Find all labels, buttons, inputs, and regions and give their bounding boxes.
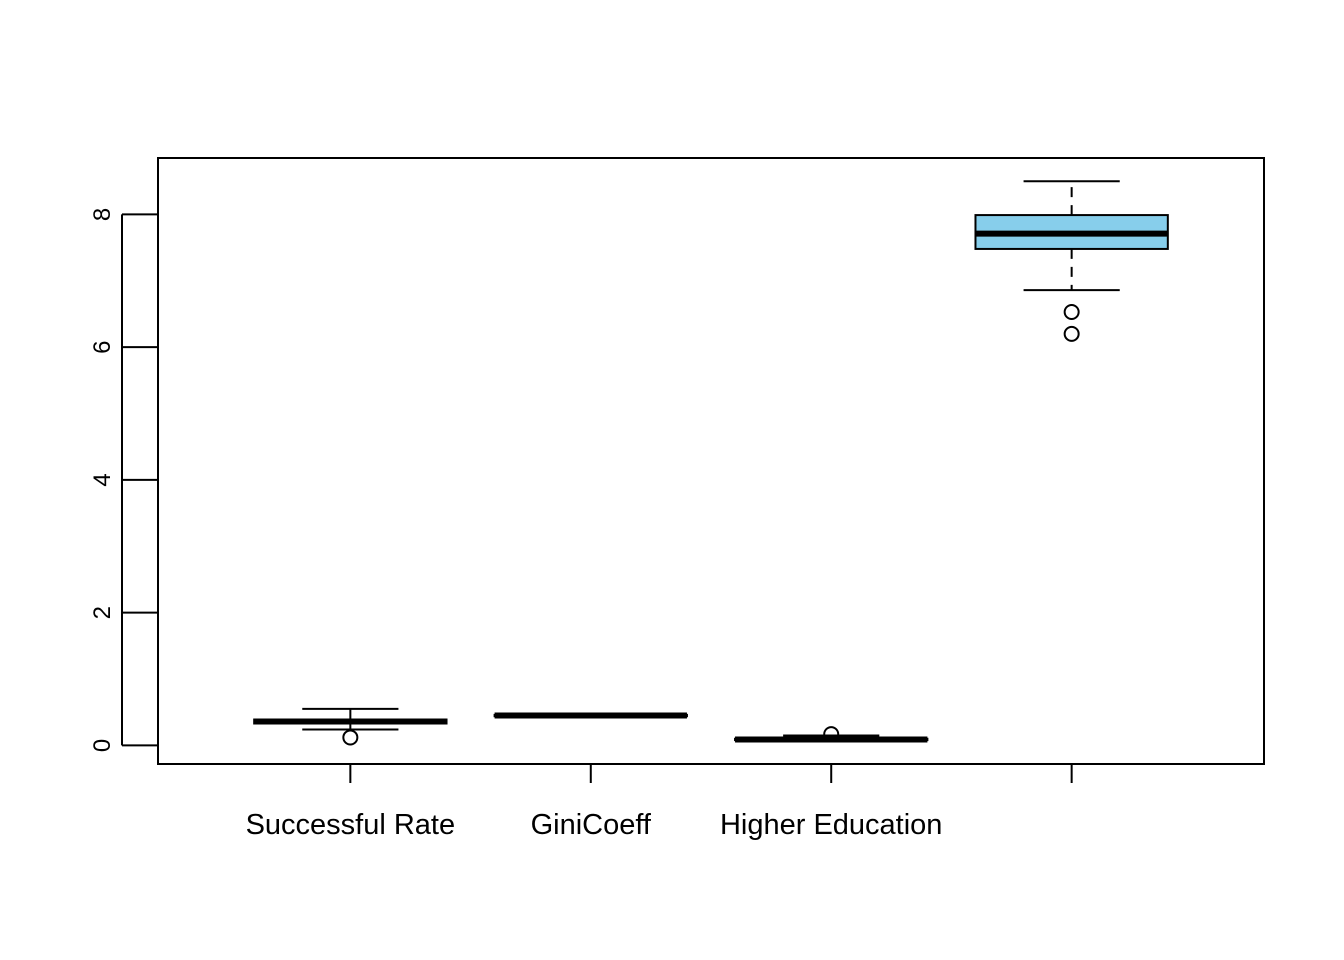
outlier-point	[342, 729, 359, 746]
x-axis: Successful Rate GiniCoeff Higher Education	[246, 764, 1073, 841]
box-group	[253, 707, 448, 746]
box-group	[734, 726, 929, 743]
y-tick-label: 8	[89, 208, 116, 221]
x-category-label: GiniCoeff	[531, 809, 652, 841]
y-tick-label: 0	[89, 739, 116, 752]
y-axis: 0 2 4 6 8	[89, 208, 158, 752]
x-category-label: Successful Rate	[246, 809, 456, 841]
x-category-label: Higher Education	[720, 809, 942, 841]
y-tick-label: 2	[89, 606, 116, 619]
y-tick-label: 6	[89, 340, 116, 353]
outlier-point	[1063, 325, 1080, 342]
box-group	[974, 180, 1169, 342]
boxes	[253, 180, 1169, 746]
outlier-point	[823, 726, 840, 743]
outlier-point	[1063, 303, 1080, 320]
y-tick-label: 4	[89, 473, 116, 486]
plot-frame	[157, 157, 1265, 765]
box-group	[493, 712, 688, 719]
